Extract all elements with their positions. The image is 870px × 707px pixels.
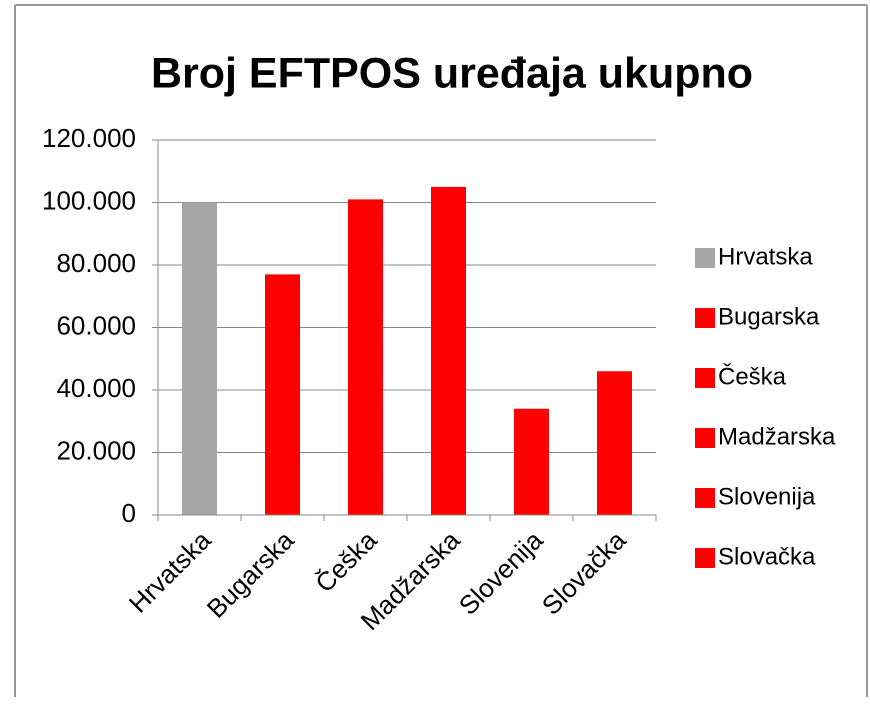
legend-swatch xyxy=(695,368,715,388)
y-tick-label: 80.000 xyxy=(56,248,136,278)
y-tick-label: 60.000 xyxy=(56,310,136,340)
legend-swatch xyxy=(695,248,715,268)
bar xyxy=(597,371,632,515)
legend-label: Bugarska xyxy=(718,303,820,330)
legend-label: Slovenija xyxy=(718,483,816,510)
legend-label: Slovačka xyxy=(718,543,816,570)
x-tick-label: Bugarska xyxy=(201,525,300,624)
bar xyxy=(514,408,549,515)
legend-swatch xyxy=(695,308,715,328)
y-tick-label: 40.000 xyxy=(56,373,136,403)
legend-swatch xyxy=(695,548,715,568)
y-tick-label: 100.000 xyxy=(42,185,136,215)
legend-label: Hrvatska xyxy=(718,243,813,270)
x-tick-label: Slovačka xyxy=(536,525,632,621)
legend-label: Češka xyxy=(718,362,787,390)
legend-label: Madžarska xyxy=(718,423,836,450)
bar xyxy=(348,199,383,515)
x-tick-label: Češka xyxy=(309,525,383,599)
bar xyxy=(182,202,217,515)
y-tick-label: 20.000 xyxy=(56,435,136,465)
y-tick-label: 120.000 xyxy=(42,123,136,153)
x-tick-label: Slovenija xyxy=(453,525,549,621)
bar xyxy=(431,186,466,515)
legend-swatch xyxy=(695,428,715,448)
y-tick-label: 0 xyxy=(122,498,136,528)
legend-swatch xyxy=(695,488,715,508)
chart-title: Broj EFTPOS uređaja ukupno xyxy=(151,49,753,97)
bar xyxy=(265,274,300,515)
